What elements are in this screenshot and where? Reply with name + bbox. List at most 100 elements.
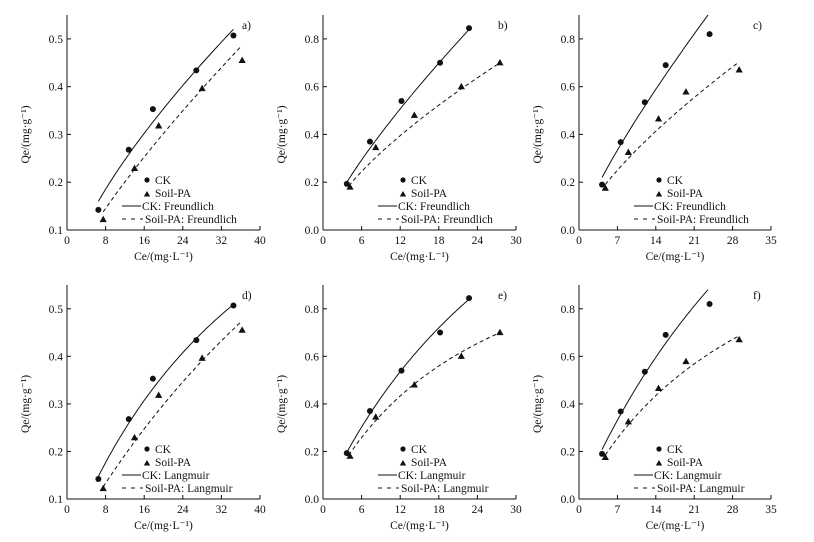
y-tick-label: 0.5 — [49, 34, 64, 46]
x-axis-label: Ce/(mg·L⁻¹) — [134, 520, 193, 532]
data-point-soil-pa — [682, 357, 690, 365]
y-tick-label: 0.5 — [49, 304, 64, 316]
data-point-ck — [149, 106, 156, 113]
y-axis-label: Qe/(mg·g⁻¹) — [276, 375, 288, 433]
y-tick-label: 0.2 — [561, 446, 576, 458]
fit-curve-soil-pa — [102, 321, 242, 488]
legend-soil-pa-fit-label: Soil-PA: Freundlich — [401, 214, 493, 226]
x-tick-label: 24 — [177, 504, 189, 516]
data-point-ck — [193, 337, 200, 344]
x-tick-label: 6 — [359, 504, 365, 516]
legend-soil-pa-marker — [399, 460, 407, 466]
y-tick-label: 0.0 — [305, 225, 320, 237]
data-point-ck — [193, 67, 200, 74]
legend-soil-pa-marker — [655, 460, 663, 466]
data-point-soil-pa — [410, 111, 418, 118]
legend-soil-pa-marker — [143, 191, 151, 197]
legend-soil-pa-marker — [143, 460, 151, 466]
x-tick-label: 0 — [320, 504, 326, 516]
panel-label: b) — [498, 20, 508, 32]
y-tick-label: 0.4 — [561, 129, 576, 141]
fit-curve-soil-pa — [348, 332, 501, 456]
x-tick-label: 18 — [433, 235, 445, 247]
data-point-ck — [398, 98, 405, 104]
x-tick-label: 24 — [472, 235, 484, 247]
y-tick-label: 0.6 — [305, 82, 320, 94]
data-point-soil-pa — [410, 381, 418, 388]
x-tick-label: 0 — [64, 504, 70, 516]
data-point-ck — [366, 138, 373, 145]
data-point-ck — [466, 295, 473, 302]
y-axis-label: Qe/(mg·g⁻¹) — [276, 105, 288, 163]
data-point-soil-pa — [496, 328, 504, 336]
data-point-ck — [641, 99, 648, 106]
data-point-soil-pa — [372, 413, 380, 420]
legend-ck-marker — [144, 177, 150, 183]
legend-ck-fit-label: CK: Freundlich — [398, 201, 470, 213]
data-point-ck — [662, 62, 669, 69]
fit-curve-soil-pa — [102, 46, 242, 213]
panel-b: 0 6 12 18 24 30 0.0 0.2 0.4 0.6 0.8 Ce/(mg·L⁻¹) Qe/(… — [276, 15, 522, 263]
data-point-ck — [641, 368, 648, 375]
legend-ck-label: CK — [667, 444, 684, 456]
fit-curve-soil-pa — [604, 335, 739, 456]
legend-soil-pa-fit-label: Soil-PA: Freundlich — [145, 214, 237, 226]
y-tick-label: 0.4 — [49, 351, 64, 363]
legend-ck-label: CK — [667, 175, 684, 187]
x-tick-label: 30 — [510, 235, 522, 247]
panel-label: f) — [753, 290, 761, 302]
fit-curve-ck — [346, 298, 470, 453]
legend-ck-fit-label: CK: Langmuir — [398, 470, 466, 482]
data-point-soil-pa — [346, 452, 354, 459]
data-point-ck — [466, 25, 473, 32]
y-tick-label: 0.6 — [561, 351, 576, 363]
data-point-ck — [230, 32, 237, 39]
data-point-soil-pa — [601, 453, 609, 460]
data-point-ck — [343, 180, 350, 187]
legend-ck-marker — [656, 177, 662, 183]
panel-label: e) — [498, 290, 507, 302]
data-point-ck — [125, 146, 132, 153]
legend-soil-pa-label: Soil-PA — [667, 457, 704, 469]
x-tick-label: 6 — [359, 235, 365, 247]
legend-ck-label: CK — [155, 175, 172, 187]
y-tick-label: 0.1 — [49, 225, 64, 237]
y-tick-label: 0.4 — [561, 399, 576, 411]
x-tick-label: 12 — [394, 235, 406, 247]
x-tick-label: 32 — [216, 504, 228, 516]
x-tick-label: 24 — [177, 235, 189, 247]
legend-ck-marker — [400, 177, 406, 183]
x-tick-label: 28 — [727, 235, 739, 247]
x-tick-label: 40 — [254, 235, 266, 247]
y-tick-label: 0.4 — [305, 399, 320, 411]
legend-ck-marker — [144, 446, 150, 452]
y-tick-label: 0.3 — [49, 399, 64, 411]
data-point-ck — [599, 181, 606, 188]
panel-c: 0 7 14 21 28 35 0.0 0.2 0.4 0.6 0.8 Ce/(mg·L⁻¹) Qe/(… — [532, 15, 777, 263]
data-point-ck — [366, 408, 373, 415]
x-tick-label: 32 — [216, 235, 228, 247]
legend-ck-fit-label: CK: Langmuir — [142, 470, 210, 482]
data-point-soil-pa — [198, 354, 206, 361]
y-tick-label: 0.6 — [561, 82, 576, 94]
x-tick-label: 21 — [688, 504, 700, 516]
x-tick-label: 16 — [138, 235, 150, 247]
fit-curve-ck — [601, 15, 709, 178]
data-point-soil-pa — [99, 215, 107, 223]
data-point-soil-pa — [155, 391, 163, 398]
x-tick-label: 35 — [765, 504, 777, 516]
legend-soil-pa-fit-label: Soil-PA: Langmuir — [145, 483, 233, 495]
y-tick-label: 0.2 — [49, 446, 64, 458]
data-point-soil-pa — [130, 433, 139, 441]
y-axis-label: Qe/(mg·g⁻¹) — [532, 105, 544, 163]
data-point-ck — [617, 139, 624, 146]
fit-curve-soil-pa — [604, 62, 739, 185]
data-point-soil-pa — [735, 335, 743, 343]
data-point-soil-pa — [238, 326, 246, 333]
x-axis-label: Ce/(mg·L⁻¹) — [390, 520, 449, 532]
y-tick-label: 0.8 — [561, 34, 576, 46]
x-tick-label: 24 — [472, 504, 484, 516]
x-axis-label: Ce/(mg·L⁻¹) — [390, 251, 449, 263]
data-point-soil-pa — [601, 184, 609, 191]
